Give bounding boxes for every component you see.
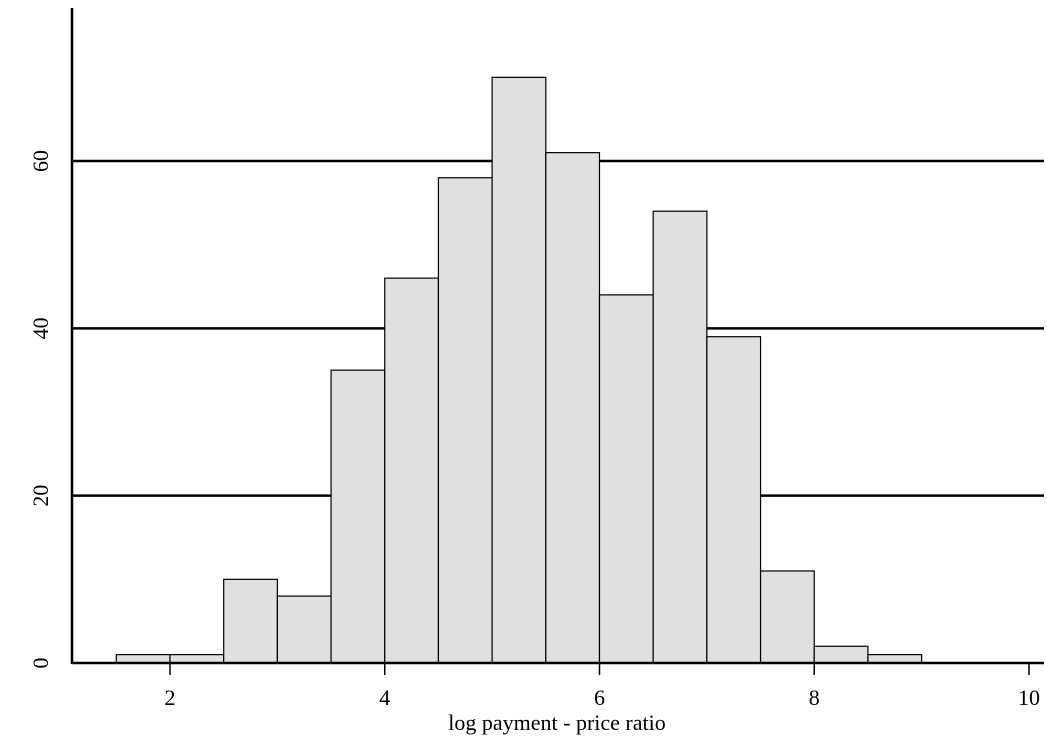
bar-4 [330, 369, 386, 664]
bar-9 [598, 294, 654, 664]
bar-10 [652, 210, 708, 664]
bar-13 [813, 645, 869, 664]
x-axis-ticks: 2 4 6 8 10 [165, 663, 1040, 710]
y-tick-label-60: 60 [28, 150, 53, 172]
bar-1 [169, 654, 225, 664]
bar-0 [115, 654, 171, 664]
x-tick-label-6: 6 [594, 685, 605, 710]
x-tick-label-10: 10 [1018, 685, 1040, 710]
y-axis-ticks: 0 20 40 60 [28, 150, 53, 669]
bar-5 [384, 277, 440, 664]
bar-14 [867, 654, 923, 664]
x-tick-label-2: 2 [165, 685, 176, 710]
bar-8 [545, 152, 601, 664]
x-tick-label-4: 4 [379, 685, 390, 710]
bar-6 [437, 177, 493, 664]
bars [115, 76, 923, 664]
x-tick-label-8: 8 [809, 685, 820, 710]
y-tick-label-20: 20 [28, 485, 53, 507]
axes [70, 8, 1044, 665]
y-tick-label-0: 0 [28, 658, 53, 669]
bar-11 [706, 336, 762, 664]
bar-12 [759, 570, 815, 664]
y-tick-label-40: 40 [28, 317, 53, 339]
bar-7 [491, 76, 547, 664]
bar-3 [276, 595, 332, 664]
bar-2 [223, 578, 278, 664]
x-axis-title: log payment - price ratio [448, 710, 665, 735]
